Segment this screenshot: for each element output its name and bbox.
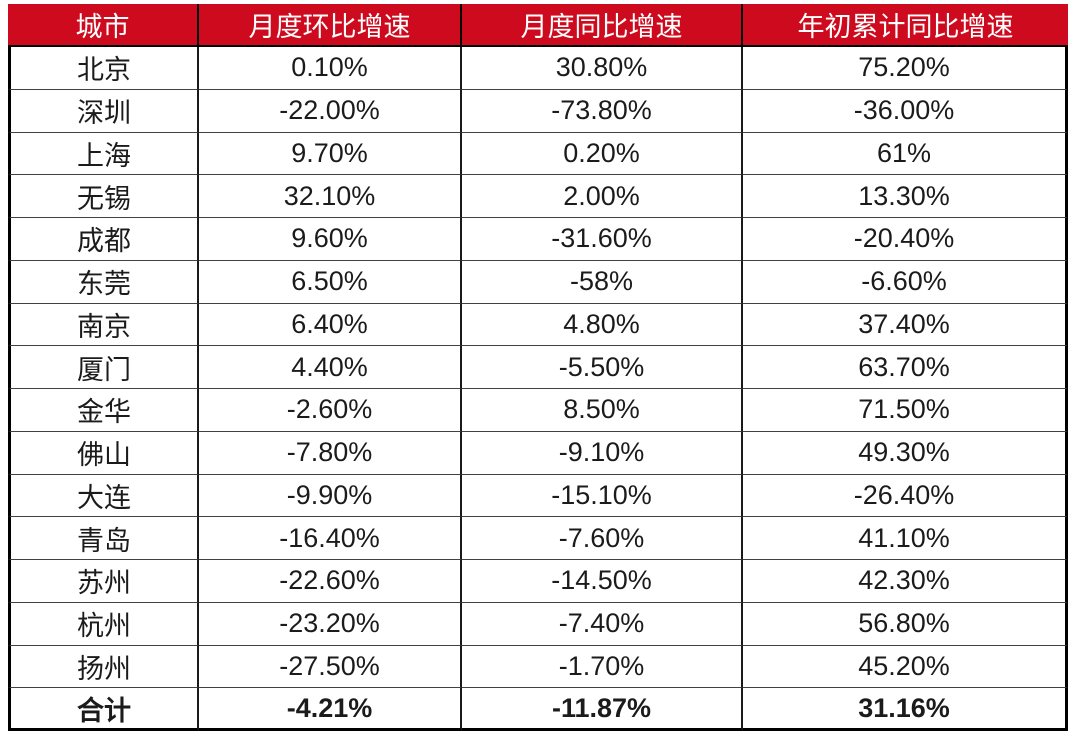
cell-city: 杭州 <box>8 602 199 646</box>
cell-yoy: -5.50% <box>462 346 743 389</box>
cell-city: 无锡 <box>8 175 199 218</box>
table-row: 杭州 -23.20% -7.40% 56.80% <box>8 602 1068 646</box>
cell-ytd: 49.30% <box>743 431 1068 475</box>
cell-ytd: -6.60% <box>743 260 1068 304</box>
cell-yoy: -73.80% <box>462 89 743 133</box>
total-cell-ytd: 31.16% <box>743 688 1068 731</box>
cell-mom: -7.80% <box>199 431 462 475</box>
table-row: 无锡 32.10% 2.00% 13.30% <box>8 175 1068 218</box>
cell-ytd: 13.30% <box>743 175 1068 218</box>
cell-mom: -9.90% <box>199 474 462 518</box>
table-row: 大连 -9.90% -15.10% -26.40% <box>8 474 1068 518</box>
table-row: 深圳 -22.00% -73.80% -36.00% <box>8 89 1068 133</box>
total-cell-mom: -4.21% <box>199 688 462 731</box>
cell-ytd: -36.00% <box>743 89 1068 133</box>
cell-yoy: -7.40% <box>462 602 743 646</box>
column-header-yoy: 月度同比增速 <box>462 4 743 47</box>
cell-city: 扬州 <box>8 645 199 689</box>
total-row: 合计 -4.21% -11.87% 31.16% <box>8 688 1068 731</box>
column-header-city: 城市 <box>8 4 199 47</box>
column-header-ytd: 年初累计同比增速 <box>743 4 1068 47</box>
table-row: 青岛 -16.40% -7.60% 41.10% <box>8 517 1068 560</box>
city-growth-table-container: 城市 月度环比增速 月度同比增速 年初累计同比增速 北京 0.10% 30.80% 75.2… <box>8 4 1068 731</box>
cell-yoy: -58% <box>462 260 743 304</box>
cell-yoy: -1.70% <box>462 645 743 689</box>
cell-mom: 32.10% <box>199 175 462 218</box>
cell-city: 金华 <box>8 389 199 432</box>
cell-ytd: -20.40% <box>743 218 1068 261</box>
table-row: 金华 -2.60% 8.50% 71.50% <box>8 389 1068 432</box>
cell-city: 佛山 <box>8 431 199 475</box>
cell-ytd: 45.20% <box>743 645 1068 689</box>
cell-mom: -2.60% <box>199 389 462 432</box>
column-header-mom: 月度环比增速 <box>199 4 462 47</box>
cell-mom: -22.60% <box>199 560 462 603</box>
cell-city: 成都 <box>8 218 199 261</box>
cell-yoy: 30.80% <box>462 47 743 90</box>
table-row: 上海 9.70% 0.20% 61% <box>8 132 1068 176</box>
cell-ytd: 61% <box>743 132 1068 176</box>
cell-mom: -23.20% <box>199 602 462 646</box>
cell-mom: 0.10% <box>199 47 462 90</box>
cell-ytd: 63.70% <box>743 346 1068 389</box>
city-growth-table: 城市 月度环比增速 月度同比增速 年初累计同比增速 北京 0.10% 30.80% 75.2… <box>8 4 1068 731</box>
table-row: 东莞 6.50% -58% -6.60% <box>8 260 1068 304</box>
cell-ytd: 56.80% <box>743 602 1068 646</box>
table-body: 北京 0.10% 30.80% 75.20% 深圳 -22.00% -73.80% -36.0… <box>8 47 1068 731</box>
cell-yoy: 2.00% <box>462 175 743 218</box>
cell-yoy: -31.60% <box>462 218 743 261</box>
cell-yoy: 0.20% <box>462 132 743 176</box>
cell-ytd: 37.40% <box>743 303 1068 347</box>
table-row: 南京 6.40% 4.80% 37.40% <box>8 303 1068 347</box>
cell-city: 南京 <box>8 303 199 347</box>
cell-mom: -27.50% <box>199 645 462 689</box>
cell-yoy: -7.60% <box>462 517 743 560</box>
cell-mom: 6.40% <box>199 303 462 347</box>
cell-yoy: -15.10% <box>462 474 743 518</box>
total-cell-yoy: -11.87% <box>462 688 743 731</box>
table-row: 苏州 -22.60% -14.50% 42.30% <box>8 560 1068 603</box>
cell-yoy: 4.80% <box>462 303 743 347</box>
cell-mom: 6.50% <box>199 260 462 304</box>
cell-city: 厦门 <box>8 346 199 389</box>
table-row: 北京 0.10% 30.80% 75.20% <box>8 47 1068 90</box>
cell-city: 青岛 <box>8 517 199 560</box>
cell-ytd: 71.50% <box>743 389 1068 432</box>
cell-ytd: 42.30% <box>743 560 1068 603</box>
cell-mom: 9.60% <box>199 218 462 261</box>
table-row: 佛山 -7.80% -9.10% 49.30% <box>8 431 1068 475</box>
total-cell-city: 合计 <box>8 688 199 731</box>
cell-mom: 4.40% <box>199 346 462 389</box>
cell-city: 深圳 <box>8 89 199 133</box>
header-row: 城市 月度环比增速 月度同比增速 年初累计同比增速 <box>8 4 1068 47</box>
cell-city: 苏州 <box>8 560 199 603</box>
cell-mom: 9.70% <box>199 132 462 176</box>
cell-city: 东莞 <box>8 260 199 304</box>
cell-yoy: -14.50% <box>462 560 743 603</box>
cell-city: 大连 <box>8 474 199 518</box>
table-row: 厦门 4.40% -5.50% 63.70% <box>8 346 1068 389</box>
cell-mom: -22.00% <box>199 89 462 133</box>
cell-mom: -16.40% <box>199 517 462 560</box>
cell-yoy: 8.50% <box>462 389 743 432</box>
cell-city: 北京 <box>8 47 199 90</box>
cell-ytd: 75.20% <box>743 47 1068 90</box>
cell-ytd: -26.40% <box>743 474 1068 518</box>
table-row: 扬州 -27.50% -1.70% 45.20% <box>8 645 1068 689</box>
cell-city: 上海 <box>8 132 199 176</box>
cell-yoy: -9.10% <box>462 431 743 475</box>
cell-ytd: 41.10% <box>743 517 1068 560</box>
table-row: 成都 9.60% -31.60% -20.40% <box>8 218 1068 261</box>
